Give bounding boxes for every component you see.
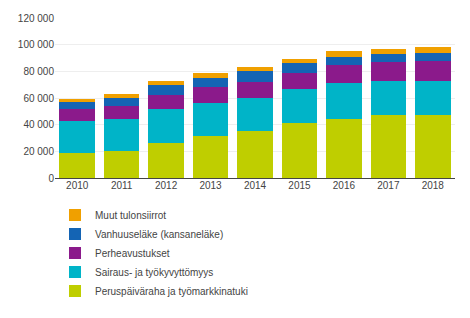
svg-text:0: 0	[48, 173, 54, 184]
svg-text:2012: 2012	[155, 180, 178, 191]
svg-text:Vanhuuseläke (kansaneläke): Vanhuuseläke (kansaneläke)	[95, 229, 223, 240]
svg-text:Muut tulonsiirrot: Muut tulonsiirrot	[95, 210, 166, 221]
svg-text:60 000: 60 000	[23, 93, 54, 104]
svg-text:Peruspäiväraha ja työmarkkinat: Peruspäiväraha ja työmarkkinatuki	[95, 286, 248, 297]
svg-text:2017: 2017	[377, 180, 400, 191]
svg-text:20 000: 20 000	[23, 146, 54, 157]
svg-text:100 000: 100 000	[18, 39, 55, 50]
svg-text:120 000: 120 000	[18, 13, 55, 24]
svg-text:2011: 2011	[111, 180, 133, 191]
svg-text:2018: 2018	[422, 180, 445, 191]
svg-text:2014: 2014	[244, 180, 267, 191]
svg-text:2015: 2015	[288, 180, 311, 191]
svg-text:80 000: 80 000	[23, 66, 54, 77]
svg-text:2016: 2016	[333, 180, 356, 191]
svg-text:40 000: 40 000	[23, 119, 54, 130]
svg-text:Sairaus- ja työkyvyttömyys: Sairaus- ja työkyvyttömyys	[95, 267, 213, 278]
svg-text:Perheavustukset: Perheavustukset	[95, 248, 170, 259]
svg-text:2013: 2013	[199, 180, 222, 191]
svg-text:2010: 2010	[66, 180, 89, 191]
